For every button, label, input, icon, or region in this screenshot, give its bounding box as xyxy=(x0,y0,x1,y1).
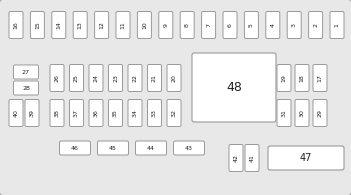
Text: 32: 32 xyxy=(172,109,177,117)
FancyBboxPatch shape xyxy=(89,99,103,127)
Text: 12: 12 xyxy=(99,21,104,29)
Text: 37: 37 xyxy=(74,109,79,117)
FancyBboxPatch shape xyxy=(52,12,66,38)
Text: 41: 41 xyxy=(250,154,254,162)
FancyBboxPatch shape xyxy=(309,12,323,38)
Text: 16: 16 xyxy=(13,21,19,29)
Text: 26: 26 xyxy=(54,74,60,82)
FancyBboxPatch shape xyxy=(128,99,142,127)
Text: 46: 46 xyxy=(71,145,79,151)
Text: 11: 11 xyxy=(120,21,126,29)
Text: 35: 35 xyxy=(113,109,118,117)
Text: 39: 39 xyxy=(29,109,34,117)
Text: 5: 5 xyxy=(249,23,254,27)
FancyBboxPatch shape xyxy=(192,53,276,122)
FancyBboxPatch shape xyxy=(31,12,44,38)
FancyBboxPatch shape xyxy=(180,12,194,38)
FancyBboxPatch shape xyxy=(313,99,327,127)
FancyBboxPatch shape xyxy=(244,12,258,38)
FancyBboxPatch shape xyxy=(50,99,64,127)
FancyBboxPatch shape xyxy=(167,99,181,127)
FancyBboxPatch shape xyxy=(13,81,39,95)
FancyBboxPatch shape xyxy=(277,65,291,91)
Text: 33: 33 xyxy=(152,109,157,117)
FancyBboxPatch shape xyxy=(50,65,64,91)
Text: 43: 43 xyxy=(185,145,193,151)
Text: 27: 27 xyxy=(22,69,30,74)
Text: 8: 8 xyxy=(185,23,190,27)
FancyBboxPatch shape xyxy=(13,65,39,79)
Text: 13: 13 xyxy=(78,21,83,29)
Text: 29: 29 xyxy=(318,109,323,117)
Text: 28: 28 xyxy=(22,85,30,90)
FancyBboxPatch shape xyxy=(268,146,344,170)
FancyBboxPatch shape xyxy=(313,65,327,91)
Text: 21: 21 xyxy=(152,74,157,82)
FancyBboxPatch shape xyxy=(108,65,122,91)
FancyBboxPatch shape xyxy=(330,12,344,38)
FancyBboxPatch shape xyxy=(266,12,280,38)
FancyBboxPatch shape xyxy=(245,144,259,171)
Text: 42: 42 xyxy=(233,154,238,162)
FancyBboxPatch shape xyxy=(147,65,161,91)
FancyBboxPatch shape xyxy=(135,141,166,155)
Text: 9: 9 xyxy=(163,23,168,27)
FancyBboxPatch shape xyxy=(73,12,87,38)
Text: 40: 40 xyxy=(13,109,19,117)
FancyBboxPatch shape xyxy=(167,65,181,91)
FancyBboxPatch shape xyxy=(128,65,142,91)
FancyBboxPatch shape xyxy=(137,12,151,38)
Text: 17: 17 xyxy=(318,74,323,82)
Text: 1: 1 xyxy=(335,23,339,27)
FancyBboxPatch shape xyxy=(60,141,91,155)
FancyBboxPatch shape xyxy=(229,144,243,171)
Text: 30: 30 xyxy=(299,109,305,117)
Text: 10: 10 xyxy=(142,21,147,29)
Text: 31: 31 xyxy=(282,109,286,117)
FancyBboxPatch shape xyxy=(295,99,309,127)
FancyBboxPatch shape xyxy=(147,99,161,127)
FancyBboxPatch shape xyxy=(108,99,122,127)
Text: 25: 25 xyxy=(74,74,79,82)
FancyBboxPatch shape xyxy=(89,65,103,91)
Text: 18: 18 xyxy=(299,74,305,82)
FancyBboxPatch shape xyxy=(25,99,39,127)
Text: 14: 14 xyxy=(56,21,61,29)
Text: 34: 34 xyxy=(132,109,138,117)
FancyBboxPatch shape xyxy=(69,65,84,91)
FancyBboxPatch shape xyxy=(9,12,23,38)
FancyBboxPatch shape xyxy=(159,12,173,38)
FancyBboxPatch shape xyxy=(295,65,309,91)
FancyBboxPatch shape xyxy=(9,99,23,127)
Text: 3: 3 xyxy=(292,23,297,27)
FancyBboxPatch shape xyxy=(69,99,84,127)
Text: 4: 4 xyxy=(270,23,275,27)
FancyBboxPatch shape xyxy=(201,12,216,38)
Text: 45: 45 xyxy=(109,145,117,151)
FancyBboxPatch shape xyxy=(95,12,108,38)
Text: 15: 15 xyxy=(35,21,40,29)
Text: 38: 38 xyxy=(54,109,60,117)
Text: 44: 44 xyxy=(147,145,155,151)
FancyBboxPatch shape xyxy=(277,99,291,127)
FancyBboxPatch shape xyxy=(223,12,237,38)
Text: 23: 23 xyxy=(113,74,118,82)
FancyBboxPatch shape xyxy=(98,141,128,155)
Text: 48: 48 xyxy=(226,81,242,94)
Text: 20: 20 xyxy=(172,74,177,82)
Text: 2: 2 xyxy=(313,23,318,27)
FancyBboxPatch shape xyxy=(173,141,205,155)
Text: 47: 47 xyxy=(300,153,312,163)
Text: 24: 24 xyxy=(93,74,99,82)
Text: 19: 19 xyxy=(282,74,286,82)
Text: 7: 7 xyxy=(206,23,211,27)
Text: 22: 22 xyxy=(132,74,138,82)
FancyBboxPatch shape xyxy=(116,12,130,38)
Text: 36: 36 xyxy=(93,109,99,117)
Text: 6: 6 xyxy=(227,23,232,27)
FancyBboxPatch shape xyxy=(287,12,301,38)
